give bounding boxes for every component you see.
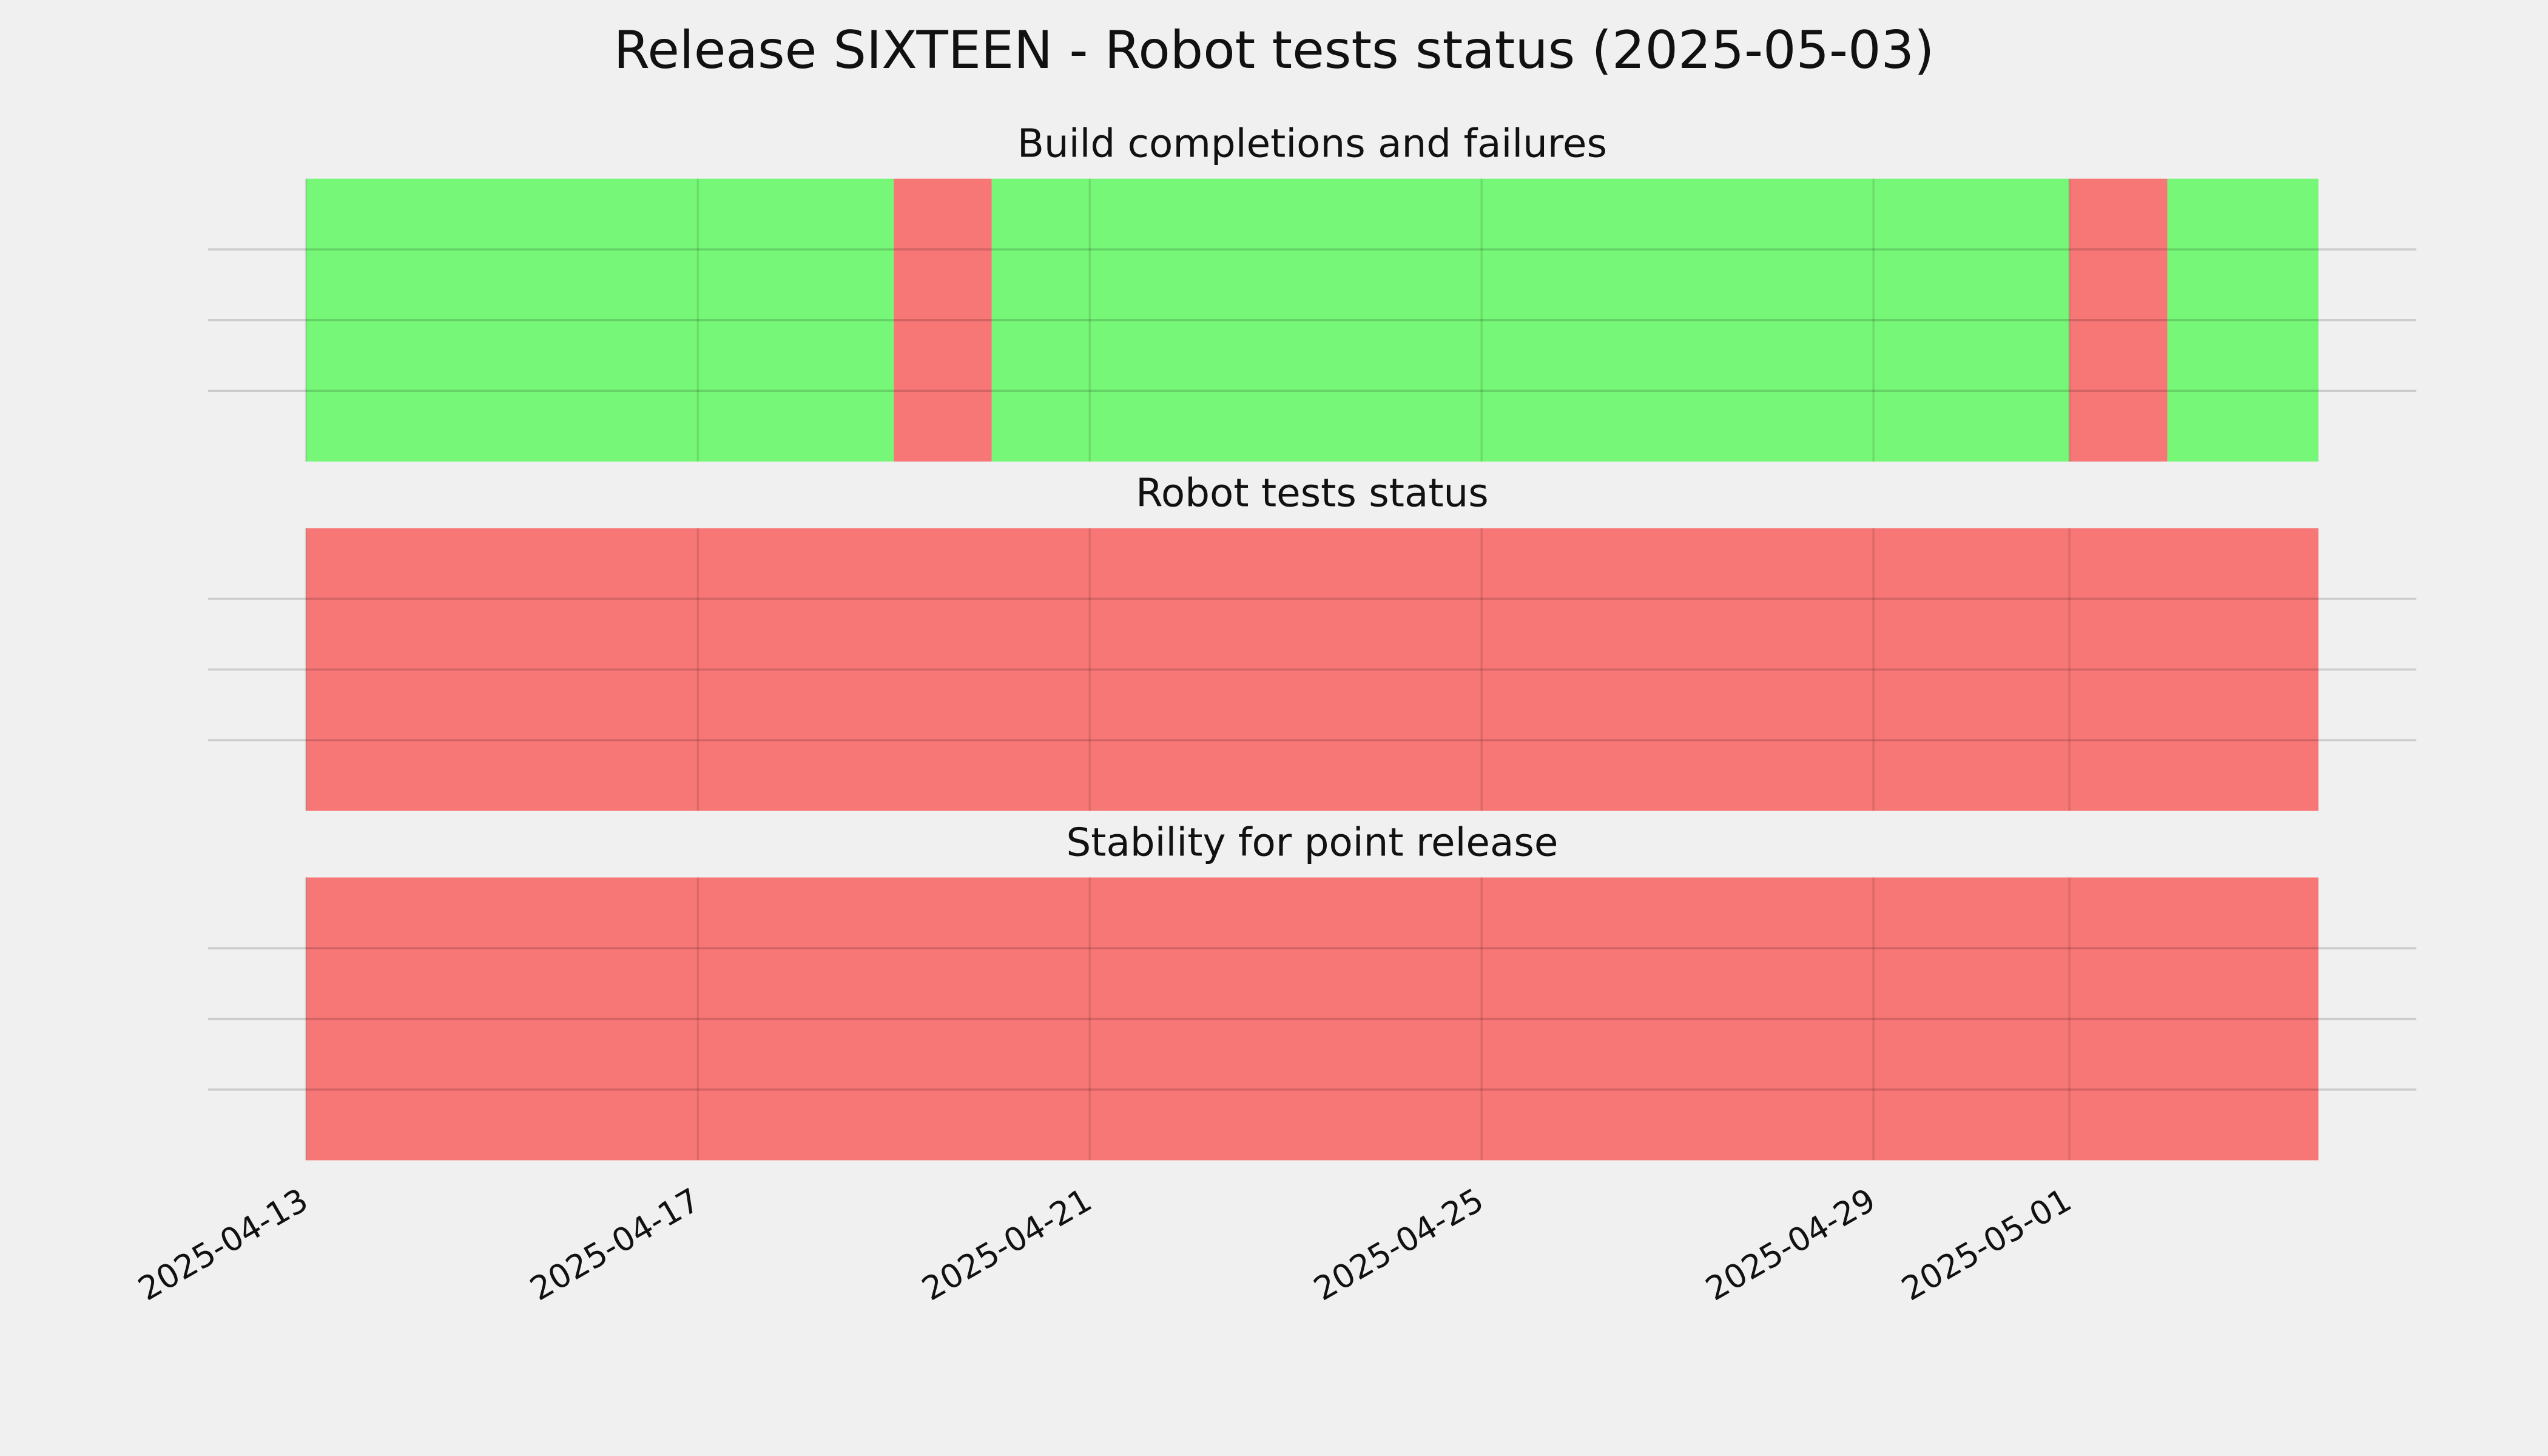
panel-title: Robot tests status <box>1136 471 1489 516</box>
chart-title: Release SIXTEEN - Robot tests status (20… <box>614 20 1935 81</box>
status-span <box>991 178 2070 462</box>
status-span <box>306 528 2319 811</box>
status-span <box>2069 178 2168 462</box>
status-span <box>894 178 992 462</box>
status-span <box>306 178 894 462</box>
panel-title: Build completions and failures <box>1017 121 1607 167</box>
status-span <box>306 877 2319 1161</box>
panel-title: Stability for point release <box>1067 820 1559 865</box>
status-span <box>2167 178 2319 462</box>
